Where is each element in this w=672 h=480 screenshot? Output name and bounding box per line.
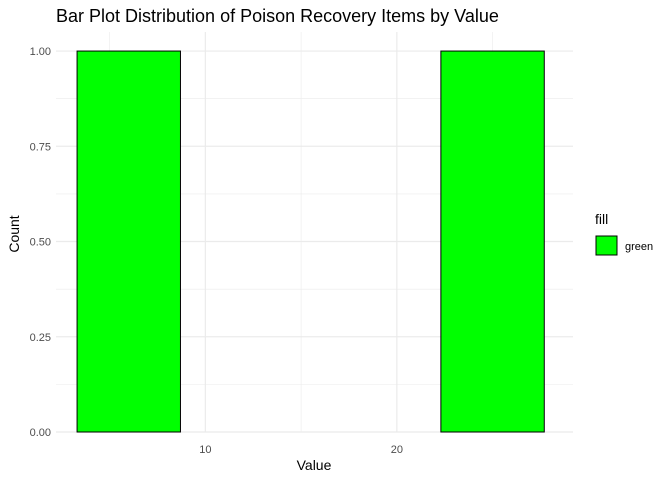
bar-2: [440, 50, 545, 433]
legend-title: fill: [595, 211, 608, 227]
bar-1: [76, 50, 181, 433]
x-tick-labels: 10 20: [199, 444, 403, 456]
y-tick-label: 0.00: [30, 427, 51, 439]
x-tick-label: 20: [391, 444, 403, 456]
legend-swatch-green: [595, 235, 618, 256]
x-tick-label: 10: [199, 444, 211, 456]
y-tick-label: 0.50: [30, 237, 51, 249]
legend-label-green: green: [625, 241, 653, 253]
y-axis-title: Count: [6, 215, 22, 252]
y-tick-label: 1.00: [30, 46, 51, 58]
chart-title: Bar Plot Distribution of Poison Recovery…: [56, 6, 499, 26]
legend: fill green: [595, 211, 653, 256]
y-tick-labels: 0.00 0.25 0.50 0.75 1.00: [30, 46, 51, 439]
y-tick-label: 0.75: [30, 141, 51, 153]
x-axis-title: Value: [297, 457, 332, 473]
y-tick-label: 0.25: [30, 332, 51, 344]
bars: [76, 50, 545, 433]
